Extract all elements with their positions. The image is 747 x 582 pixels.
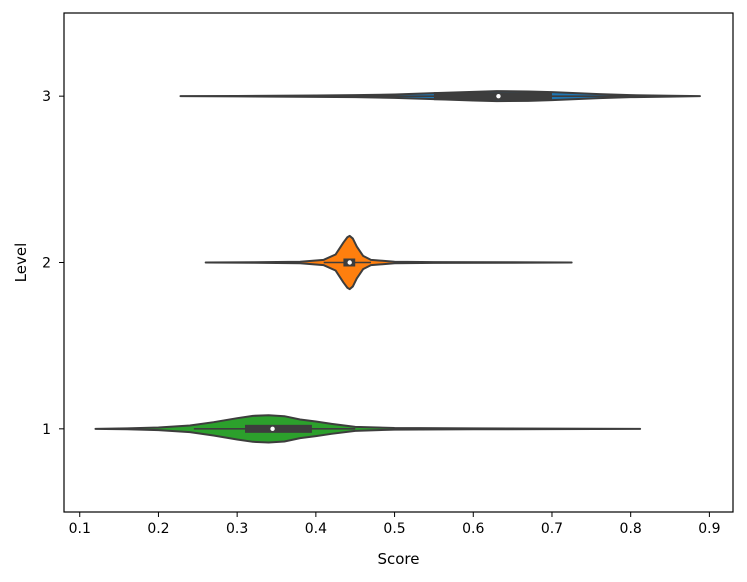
x-tick-label: 0.3 <box>226 521 248 537</box>
x-tick-label: 0.2 <box>147 521 169 537</box>
x-tick-label: 0.8 <box>620 521 642 537</box>
violin-level-1 <box>94 414 642 444</box>
y-tick-label: 2 <box>42 256 51 272</box>
x-tick-label: 0.5 <box>383 521 405 537</box>
y-tick-label: 3 <box>42 89 51 105</box>
y-tick-label: 1 <box>42 422 51 438</box>
x-tick-label: 0.1 <box>69 521 91 537</box>
median-point-level-2 <box>347 260 352 265</box>
x-tick-label: 0.6 <box>462 521 484 537</box>
y-axis-label: Level <box>12 243 30 283</box>
violin-level-2 <box>204 234 573 291</box>
median-point-level-3 <box>496 93 501 99</box>
boxes-layer <box>193 92 647 433</box>
violins-layer <box>94 90 701 444</box>
iqr-box-level-1 <box>245 424 312 433</box>
x-tick-label: 0.4 <box>305 521 327 537</box>
x-axis-ticks: 0.1 0.2 0.3 0.4 0.5 0.6 0.7 0.8 0.9 <box>69 512 721 537</box>
y-axis-ticks: 1 2 3 <box>42 89 64 438</box>
x-axis-label: Score <box>377 550 419 568</box>
median-point-level-1 <box>270 426 275 432</box>
x-tick-label: 0.7 <box>541 521 563 537</box>
iqr-box-level-3 <box>433 92 552 101</box>
x-tick-label: 0.9 <box>698 521 720 537</box>
